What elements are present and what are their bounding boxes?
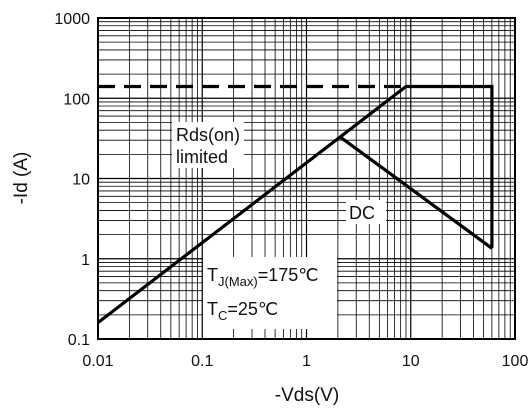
x-tick-label: 0.01: [82, 353, 113, 370]
x-tick-label: 10: [402, 353, 420, 370]
y-tick-label: 0.1: [68, 332, 90, 349]
dc-label-box: [346, 200, 386, 224]
tj-condition: TJ(Max)=175℃: [207, 265, 318, 289]
x-tick-label: 1: [302, 353, 311, 370]
rds-label-box: [172, 122, 244, 168]
tc-condition: TC=25℃: [207, 299, 278, 323]
y-tick-label: 10: [72, 172, 90, 189]
x-tick-label: 100: [502, 353, 529, 370]
y-tick-label: 100: [63, 91, 90, 108]
series-line-2: [97, 84, 494, 324]
conditions-box: [203, 257, 337, 329]
x-axis-title: -Vds(V): [275, 385, 339, 406]
y-tick-label: 1: [81, 252, 90, 269]
rds-label-line2: limited: [176, 147, 228, 167]
y-tick-label: 1000: [54, 11, 90, 28]
plot-frame: [97, 17, 516, 340]
tick-labels: 0.01 0.1 1 10 100 0.1 1 10 100 1000: [54, 11, 528, 370]
rds-label-line1: Rds(on): [176, 125, 240, 145]
series-line-3: [339, 135, 493, 250]
x-tick-label: 0.1: [191, 353, 213, 370]
y-axis-title: -Id (A): [11, 152, 32, 205]
series-lines: [97, 84, 494, 324]
dc-label: DC: [349, 203, 375, 223]
